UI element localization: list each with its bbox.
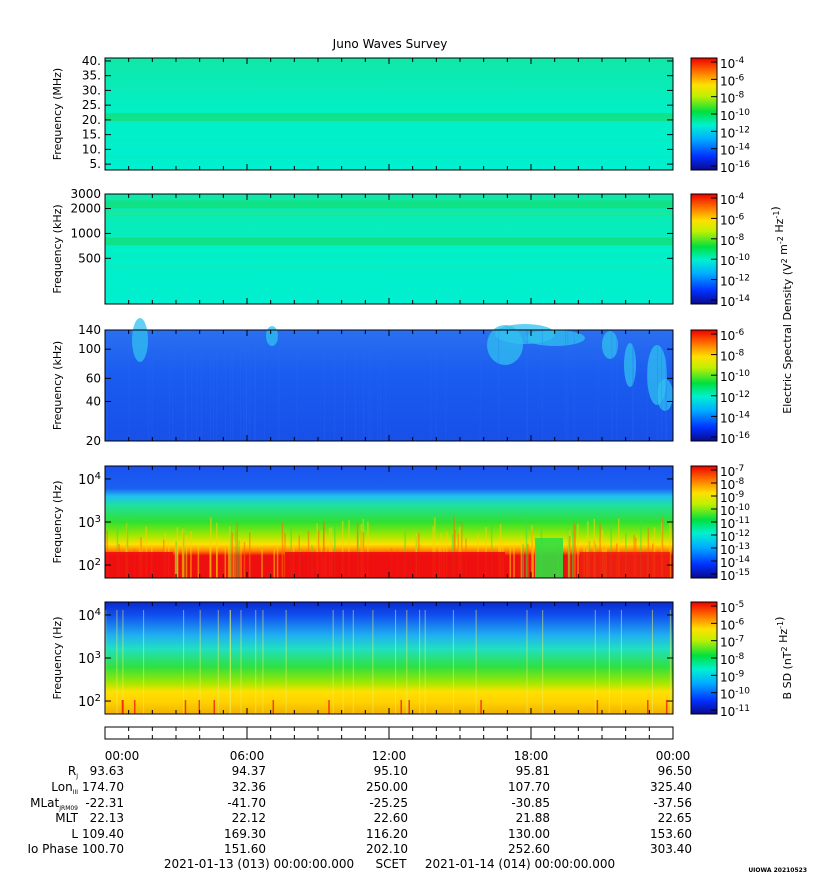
burst-feature — [624, 343, 636, 387]
panel-lfr-low: 104 103 102 Frequency (Hz) 10-710-810-910-10… — [51, 464, 750, 583]
y-tick-label: 60 — [86, 371, 101, 385]
colorbar-title: B SD (nT2 Hz-1) — [773, 617, 794, 700]
colorbar-label: 10-4 — [720, 192, 745, 207]
y-tick-label: 5. — [90, 157, 101, 171]
y-tick-label: 104 — [78, 607, 101, 624]
colorbar-label: 10-10 — [720, 108, 750, 123]
y-axis-label: Frequency (kHz) — [51, 341, 64, 430]
y-tick-label: 3000 — [70, 187, 101, 201]
spectrogram-hfr-low — [105, 194, 673, 304]
colorbar-label: 10-14 — [720, 555, 750, 570]
y-tick-label: 35. — [82, 69, 101, 83]
y-tick-label: 10. — [82, 142, 101, 156]
colorbar-label: 10-12 — [720, 274, 750, 289]
colorbar-label: 10-12 — [720, 529, 750, 544]
colorbar — [690, 329, 718, 442]
colorbar — [690, 193, 718, 305]
spectrogram-lfr-high — [105, 330, 673, 441]
y-tick-label: 25. — [82, 98, 101, 112]
chart-title: Juno Waves Survey — [332, 37, 448, 51]
y-tick-label: 40. — [82, 54, 101, 68]
y-axis-label: Frequency (Hz) — [51, 481, 64, 564]
burst-feature — [132, 318, 148, 362]
quiet-region — [535, 538, 563, 578]
colorbar-label: 10-8 — [720, 652, 745, 667]
colorbar — [690, 465, 718, 579]
colorbar-label: 10-10 — [720, 253, 750, 268]
burst-feature — [602, 331, 618, 359]
panel-magnetic: 104 103 102 Frequency (Hz) 10-5 10-6 10-7 10-8 1… — [51, 600, 794, 719]
colorbar-label: 10-6 — [720, 617, 745, 632]
y-tick-label: 100 — [78, 342, 101, 356]
colorbar-label: 10-10 — [720, 369, 750, 384]
emission-band — [105, 237, 673, 246]
y-tick-label: 103 — [78, 514, 101, 531]
intense-region — [105, 552, 173, 578]
y-tick-label: 1000 — [70, 226, 101, 240]
y-tick-label: 2000 — [70, 202, 101, 216]
colorbar-label: 10-14 — [720, 143, 750, 158]
y-tick-label: 20. — [82, 113, 101, 127]
colorbar-label: 10-6 — [720, 73, 745, 88]
colorbar-label: 10-14 — [720, 410, 750, 425]
emission-band — [105, 200, 673, 209]
colorbar-label: 10-12 — [720, 125, 750, 140]
y-axis-label: Frequency (Hz) — [51, 617, 64, 700]
y-tick-label: 104 — [78, 471, 101, 488]
burst-feature — [657, 379, 673, 411]
y-tick-label: 102 — [78, 557, 101, 574]
colorbar-label: 10-7 — [720, 635, 744, 650]
colorbar-label: 10-8 — [720, 91, 745, 106]
y-tick-label: 102 — [78, 693, 101, 710]
intense-region — [285, 552, 505, 578]
colorbar-label: 10-11 — [720, 704, 750, 719]
colorbar-label: 10-9 — [720, 669, 745, 684]
processing-stamp: UIOWA 20210523 — [748, 867, 807, 874]
y-tick-label: 140 — [78, 323, 101, 337]
colorbar-label: 10-8 — [720, 349, 745, 364]
y-tick-label: 40 — [86, 394, 101, 408]
colorbar-label: 10-16 — [720, 160, 750, 175]
colorbar-label: 10-5 — [720, 600, 744, 615]
y-tick-label: 500 — [78, 251, 101, 265]
colorbar-label: 10-6 — [720, 212, 745, 227]
y-tick-label: 20 — [86, 434, 101, 448]
colorbar-label: 10-10 — [720, 503, 750, 518]
spectrogram-magnetic — [105, 602, 673, 714]
emission-band — [105, 211, 673, 216]
y-tick-label: 30. — [82, 83, 101, 97]
colorbar-label: 10-8 — [720, 233, 745, 248]
colorbar-label: 10-6 — [720, 328, 745, 343]
panel-hfr-high: 40.35.30.25.20.15.10.5. Frequency (MHz) 10… — [51, 54, 750, 175]
colorbar-label: 10-7 — [720, 464, 744, 479]
y-tick-label: 103 — [78, 650, 101, 667]
panel-lfr-high: 140 100 60 40 20 Frequency (kHz) 10-6 10-8 10-10… — [51, 206, 794, 448]
y-tick-label: 15. — [82, 128, 101, 142]
colorbar-label: 10-11 — [720, 516, 750, 531]
colorbar-label: 10-15 — [720, 568, 750, 583]
colorbar-label: 10-13 — [720, 542, 750, 557]
colorbar-label: 10-9 — [720, 490, 745, 505]
colorbar-title: Electric Spectral Density (V2 m-2 Hz-1) — [769, 206, 794, 413]
intense-region — [580, 552, 670, 578]
y-axis-label: Frequency (kHz) — [51, 204, 64, 293]
y-axis-label: Frequency (MHz) — [51, 68, 64, 160]
colorbar-label: 10-8 — [720, 477, 745, 492]
colorbar-label: 10-16 — [720, 431, 750, 446]
colorbar-label: 10-14 — [720, 294, 750, 309]
colorbar-label: 10-4 — [720, 56, 745, 71]
colorbar-label: 10-12 — [720, 390, 750, 405]
burst-feature — [525, 330, 585, 346]
burst-feature — [266, 326, 278, 346]
emission-band — [105, 112, 673, 121]
colorbar-label: 10-10 — [720, 687, 750, 702]
